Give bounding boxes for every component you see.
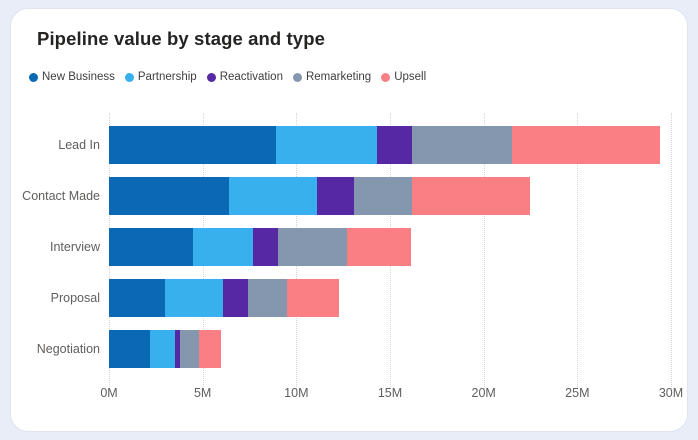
bar-rows: Lead In Contact Made Interview Proposal Nego… xyxy=(11,126,671,368)
legend-label: Partnership xyxy=(137,71,197,83)
bar-segment-remarketing[interactable] xyxy=(277,228,347,266)
bar-segment-remarketing[interactable] xyxy=(412,126,512,164)
bar-segment-upsell[interactable] xyxy=(198,330,222,368)
category-label: Interview xyxy=(49,240,100,254)
bar-segment-partnership[interactable] xyxy=(275,126,377,164)
legend-marker-icon xyxy=(124,72,134,82)
bar-track xyxy=(109,279,671,317)
bar-segment-reactivation[interactable] xyxy=(376,126,413,164)
bar-track xyxy=(109,126,671,164)
bar-track xyxy=(109,330,671,368)
bar-row-negotiation: Negotiation xyxy=(11,330,671,368)
bar-segment-remarketing[interactable] xyxy=(180,330,199,368)
legend-label: New Business xyxy=(42,71,115,83)
gridline xyxy=(577,113,579,389)
legend-item-reactivation[interactable]: Reactivation xyxy=(206,71,283,83)
legend-marker-icon xyxy=(381,72,391,82)
bar-track xyxy=(109,228,671,266)
x-axis-tick-label: 25M xyxy=(565,386,590,400)
category-label: Proposal xyxy=(50,291,100,305)
legend-item-partnership[interactable]: Partnership xyxy=(124,71,197,83)
chart-title: Pipeline value by stage and type xyxy=(37,28,325,49)
category-label: Negotiation xyxy=(36,342,100,356)
bar-segment-reactivation[interactable] xyxy=(174,330,181,368)
bar-segment-partnership[interactable] xyxy=(165,279,224,317)
bar-track xyxy=(109,177,671,215)
bar-row-lead-in: Lead In xyxy=(11,126,671,164)
bar-segment-new-business[interactable] xyxy=(109,279,166,317)
bar-segment-new-business[interactable] xyxy=(109,330,151,368)
legend: New Business Partnership Reactivation Remar… xyxy=(29,71,687,83)
bar-segment-upsell[interactable] xyxy=(346,228,411,266)
bar-segment-new-business[interactable] xyxy=(109,177,229,215)
bar-segment-partnership[interactable] xyxy=(193,228,254,266)
x-axis-tick-label: 5M xyxy=(193,386,212,400)
legend-marker-icon xyxy=(206,72,216,82)
bar-segment-remarketing[interactable] xyxy=(354,177,413,215)
legend-marker-icon xyxy=(29,72,38,82)
gridline xyxy=(483,113,485,389)
bar-row-contact-made: Contact Made xyxy=(11,177,671,215)
legend-label: Remarketing xyxy=(305,71,372,83)
legend-item-upsell[interactable]: Upsell xyxy=(381,71,426,83)
legend-label: Upsell xyxy=(394,71,427,83)
legend-label: Reactivation xyxy=(219,71,283,83)
x-axis-tick-label: 30M xyxy=(658,386,684,400)
bar-row-interview: Interview xyxy=(11,228,671,266)
bar-segment-reactivation[interactable] xyxy=(253,228,278,266)
x-axis-tick-label: 0M xyxy=(100,386,118,400)
bar-segment-remarketing[interactable] xyxy=(247,279,287,317)
bar-segment-new-business[interactable] xyxy=(109,228,194,266)
bar-segment-partnership[interactable] xyxy=(228,177,317,215)
x-axis-tick-label: 20M xyxy=(471,386,496,400)
category-label: Contact Made xyxy=(22,189,100,203)
bar-segment-upsell[interactable] xyxy=(511,126,660,164)
bar-row-proposal: Proposal xyxy=(11,279,671,317)
chart-card: Pipeline value by stage and type New Bus… xyxy=(10,8,688,432)
bar-segment-reactivation[interactable] xyxy=(223,279,248,317)
gridline xyxy=(671,113,672,389)
bar-segment-partnership[interactable] xyxy=(150,330,175,368)
bar-segment-upsell[interactable] xyxy=(412,177,531,215)
x-axis: 0M 5M 10M 15M 20M 25M 30M xyxy=(100,386,683,402)
bar-segment-reactivation[interactable] xyxy=(316,177,355,215)
legend-item-remarketing[interactable]: Remarketing xyxy=(292,71,372,83)
category-label: Lead In xyxy=(58,138,100,152)
legend-item-new-business[interactable]: New Business xyxy=(29,71,115,83)
bar-segment-new-business[interactable] xyxy=(109,126,276,164)
bar-segment-upsell[interactable] xyxy=(286,279,340,317)
x-axis-tick-label: 15M xyxy=(377,386,403,400)
chart-area: Lead In Contact Made Interview Proposal Nego… xyxy=(11,113,683,402)
x-axis-tick-label: 10M xyxy=(284,386,309,400)
legend-marker-icon xyxy=(292,72,302,82)
